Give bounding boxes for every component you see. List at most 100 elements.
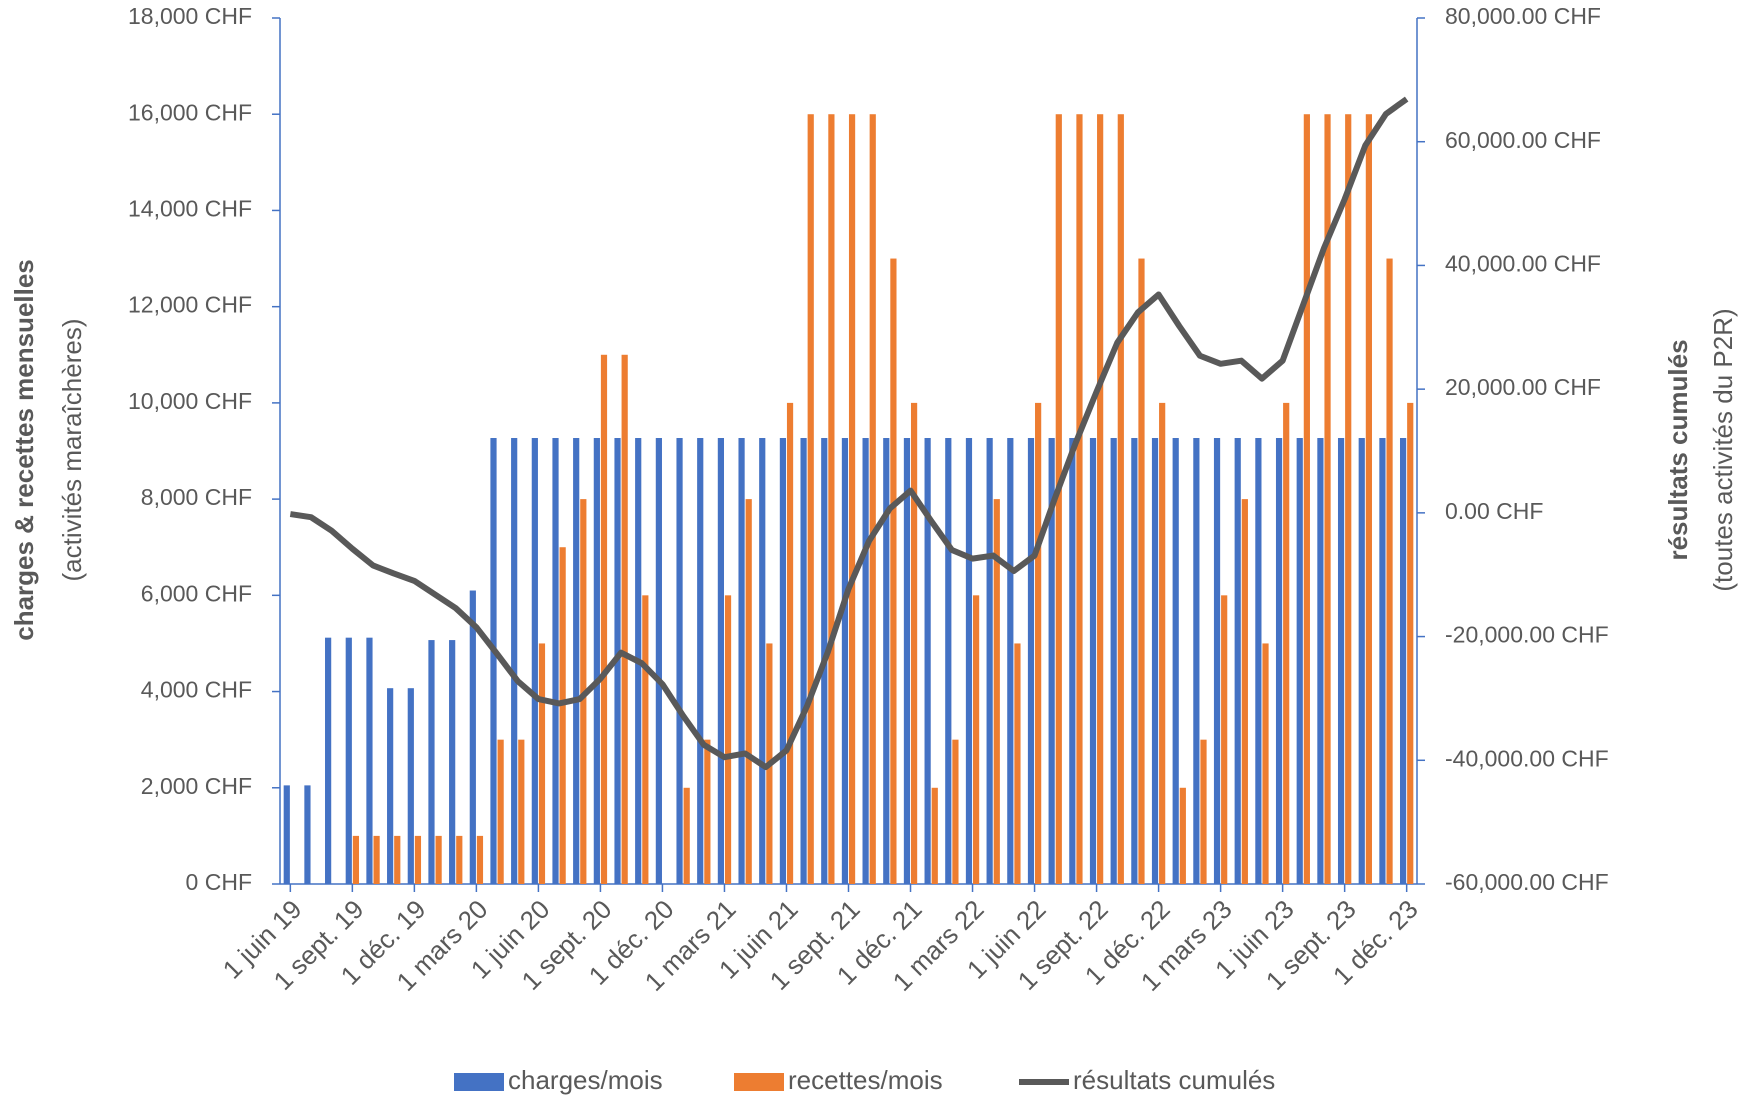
bar: [593, 438, 600, 884]
y-axis-subtitle: (activités maraîchères): [57, 319, 87, 582]
bar: [1234, 438, 1241, 884]
bar: [1172, 438, 1179, 884]
legend-label: recettes/mois: [788, 1065, 943, 1095]
bar: [807, 114, 814, 884]
bar: [490, 438, 497, 884]
bar: [1255, 438, 1262, 884]
bar: [1110, 438, 1117, 884]
bar: [745, 499, 752, 884]
bar: [497, 739, 504, 884]
y2-tick-label: 60,000.00 CHF: [1445, 127, 1601, 153]
bar: [1296, 438, 1303, 884]
bar: [1283, 402, 1290, 884]
bar: [1324, 114, 1331, 884]
bar: [352, 835, 360, 884]
bar: [518, 739, 525, 884]
y2-tick-label: 20,000.00 CHF: [1445, 374, 1601, 400]
bar: [1035, 402, 1042, 884]
bar: [1027, 438, 1035, 884]
y2-tick-label: -40,000.00 CHF: [1445, 745, 1609, 771]
y-tick-label: 4,000 CHF: [141, 677, 252, 703]
bar: [883, 438, 890, 884]
bar: [910, 402, 918, 884]
bar: [414, 835, 422, 884]
y2-tick-label: -60,000.00 CHF: [1445, 869, 1609, 895]
bar: [1337, 438, 1345, 884]
bar: [759, 438, 766, 884]
bar: [304, 785, 311, 884]
bar: [993, 499, 1000, 884]
bar: [407, 688, 414, 884]
bar: [676, 438, 683, 884]
y-tick-label: 8,000 CHF: [141, 484, 252, 510]
y-tick-label: 0 CHF: [186, 869, 252, 895]
bar: [476, 835, 484, 884]
bar: [1179, 787, 1186, 884]
bar: [1200, 739, 1207, 884]
bar: [828, 114, 835, 884]
bar: [559, 547, 566, 884]
bar: [1193, 438, 1200, 884]
bar: [986, 438, 993, 884]
bar: [1097, 114, 1104, 884]
bar: [973, 595, 980, 884]
y-tick-label: 12,000 CHF: [128, 292, 252, 318]
y2-axis-title: résultats cumulés: [1663, 339, 1693, 560]
bar: [1221, 595, 1228, 884]
legend-swatch: [734, 1073, 784, 1091]
y-axis-title: charges & recettes mensuelles: [9, 259, 39, 641]
y-tick-label: 14,000 CHF: [128, 196, 252, 222]
bar: [924, 438, 931, 884]
bar: [345, 637, 352, 884]
bar: [1303, 114, 1310, 884]
bar: [435, 835, 442, 884]
bar: [848, 114, 856, 884]
bar: [1076, 114, 1083, 884]
bar: [456, 835, 463, 884]
legend-swatch: [454, 1073, 504, 1091]
bar: [1138, 258, 1145, 884]
bar: [1069, 438, 1076, 884]
bar: [1379, 438, 1386, 884]
legend-label: charges/mois: [508, 1065, 663, 1095]
legend-label: résultats cumulés: [1073, 1065, 1275, 1095]
bar: [965, 438, 973, 884]
bar: [697, 438, 704, 884]
bar: [325, 637, 332, 884]
bar: [1014, 643, 1021, 884]
bar: [1055, 114, 1062, 884]
bar: [655, 438, 662, 884]
bar: [538, 643, 546, 884]
bar: [1131, 438, 1138, 884]
bar: [952, 739, 959, 884]
bar: [1345, 114, 1352, 884]
bar: [428, 640, 435, 884]
bar: [1407, 402, 1414, 884]
bar: [1117, 114, 1124, 884]
bar: [1007, 438, 1014, 884]
bar: [642, 595, 649, 884]
bar: [373, 835, 380, 884]
bar: [1089, 438, 1097, 884]
bar: [1358, 438, 1365, 884]
bar: [469, 590, 476, 884]
bar: [394, 835, 401, 884]
bar: [800, 438, 807, 884]
y2-axis-subtitle: (toutes activités du P2R): [1708, 308, 1738, 591]
bar: [449, 640, 456, 884]
bar: [1317, 438, 1324, 884]
bar: [862, 438, 869, 884]
bar: [1399, 438, 1407, 884]
y-tick-label: 10,000 CHF: [128, 388, 252, 414]
bar: [283, 785, 290, 884]
bar: [600, 354, 608, 884]
bar: [1262, 643, 1269, 884]
y2-tick-label: 0.00 CHF: [1445, 498, 1543, 524]
bar: [724, 595, 732, 884]
y-tick-label: 16,000 CHF: [128, 99, 252, 125]
bar: [511, 438, 518, 884]
y-tick-label: 6,000 CHF: [141, 580, 252, 606]
bar: [1159, 402, 1166, 884]
bar: [531, 438, 538, 884]
